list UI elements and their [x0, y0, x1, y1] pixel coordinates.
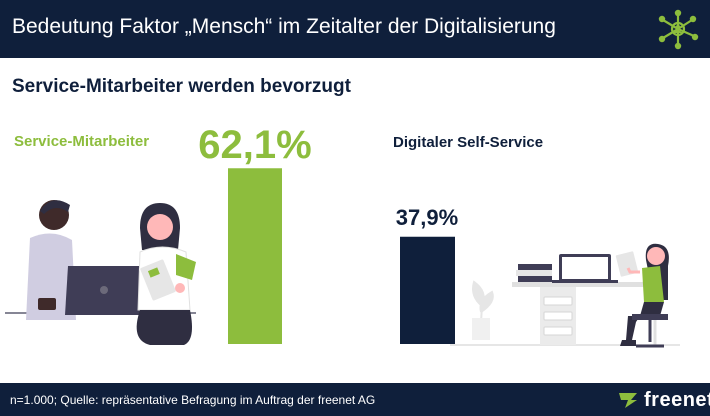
data-label-1: 62,1% — [198, 123, 311, 167]
brand-name: freenet — [644, 389, 710, 411]
source-note: n=1.000; Quelle: repräsentative Befragun… — [10, 393, 376, 407]
freenet-logo: freenet — [618, 387, 710, 413]
category-label-1: Service-Mitarbeiter — [14, 133, 149, 150]
freenet-logo-icon — [619, 393, 637, 408]
bar-2 — [400, 236, 455, 344]
data-label-2: 37,9% — [396, 205, 458, 230]
category-label-2: Digitaler Self-Service — [393, 134, 543, 151]
header-bar: Bedeutung Faktor „Mensch“ im Zeitalter d… — [0, 0, 710, 58]
bar-chart: 62,1% Service-Mitarbeiter 37,9% Digitaler S… — [5, 123, 680, 348]
bar-1 — [228, 168, 282, 344]
chart-subtitle: Service-Mitarbeiter werden bevorzugt — [12, 76, 351, 97]
bars-layer: 62,1% Service-Mitarbeiter 37,9% Digitaler S… — [14, 123, 543, 344]
page-title: Bedeutung Faktor „Mensch“ im Zeitalter d… — [12, 15, 556, 38]
desk-worker-illustration — [450, 243, 680, 348]
people-laptop-illustration — [5, 200, 196, 345]
footer-bar: n=1.000; Quelle: repräsentative Befragun… — [0, 383, 710, 416]
network-hub-icon — [658, 9, 699, 50]
